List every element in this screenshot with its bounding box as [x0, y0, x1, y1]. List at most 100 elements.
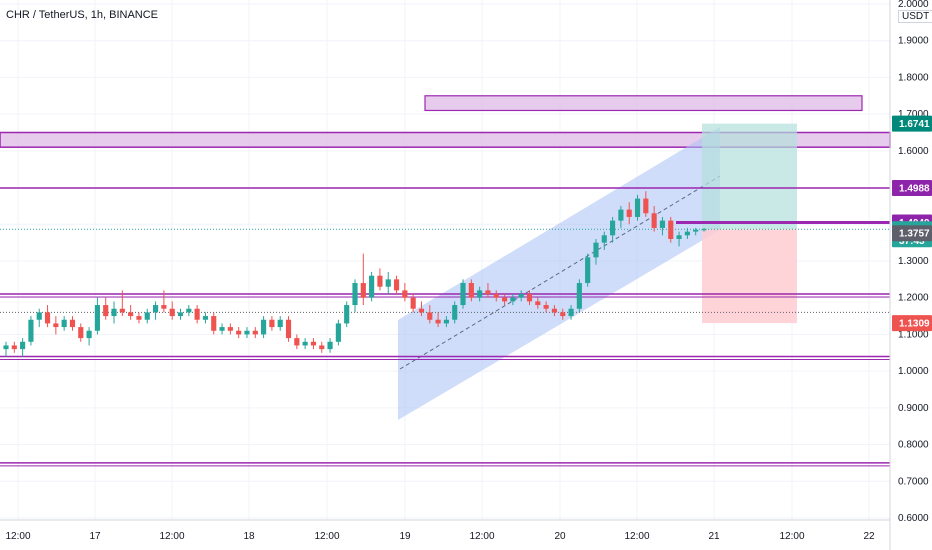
chart-title: CHR / TetherUS, 1h, BINANCE — [6, 9, 159, 21]
candle-body — [335, 323, 341, 342]
candle-body — [543, 305, 549, 309]
candle-body — [219, 327, 225, 331]
candle-body — [277, 319, 283, 328]
candle-body — [319, 345, 325, 350]
candle-body — [78, 327, 84, 339]
candle-body — [161, 305, 167, 309]
candle-body — [119, 308, 125, 313]
candle-body — [560, 312, 566, 317]
candle-body — [551, 308, 558, 313]
candle-body — [28, 319, 34, 342]
candle-body — [144, 312, 150, 320]
price-tick-label: 0.7000 — [898, 476, 929, 487]
price-tick-label: 1.1000 — [898, 329, 929, 340]
candle-body — [593, 242, 599, 258]
candle-body — [477, 290, 483, 298]
time-tick-label: 12:00 — [159, 531, 184, 542]
candle-body — [427, 312, 433, 320]
time-tick-label: 17 — [89, 531, 101, 542]
time-tick-label: 12:00 — [5, 531, 30, 542]
candle-body — [601, 235, 607, 243]
candle-body — [327, 341, 333, 350]
long-position-tool[interactable] — [676, 123, 890, 324]
time-tick-label: 21 — [708, 531, 720, 542]
candle-body — [435, 319, 441, 324]
candle-body — [643, 198, 649, 214]
candle-body — [186, 308, 192, 313]
candle-body — [310, 341, 317, 346]
candle-body — [518, 294, 524, 298]
price-tick-label: 1.7000 — [898, 109, 929, 120]
time-tick-label: 12:00 — [779, 531, 804, 542]
candle-body — [86, 330, 92, 339]
price-tag-box — [892, 180, 932, 197]
candle-body — [111, 308, 117, 317]
currency-label: USDT — [898, 10, 932, 23]
candle-body — [302, 341, 308, 346]
candle-body — [20, 341, 26, 350]
time-tick-label: 12:00 — [314, 531, 339, 542]
candle-body — [44, 312, 51, 324]
price-tick-label: 1.0000 — [898, 366, 929, 377]
position-stop-zone — [702, 229, 797, 324]
position-target-zone — [702, 123, 797, 230]
candle-body — [261, 319, 267, 335]
price-tag-label: 1.3757 — [899, 229, 930, 240]
candle-body — [535, 301, 541, 306]
candle-body — [568, 308, 574, 317]
price-tag-countdown: 37:43 — [899, 236, 925, 247]
candle-body — [352, 283, 358, 306]
candle-body — [136, 316, 142, 320]
candle-body — [634, 198, 641, 217]
candle-body — [344, 305, 350, 324]
price-tick-label: 0.9000 — [898, 403, 929, 414]
candle-body — [103, 305, 109, 317]
candle-body — [668, 220, 674, 239]
time-tick-label: 18 — [243, 531, 255, 542]
candle-body — [510, 297, 516, 302]
candle-body — [11, 345, 17, 350]
time-axis[interactable]: 12:00 17 12:00 18 12:00 19 12:00 20 12:00 21 12:00… — [0, 519, 890, 542]
time-tick-label: 20 — [554, 531, 566, 542]
candle-body — [202, 316, 209, 320]
price-tick-label: 1.6000 — [898, 146, 929, 157]
candles — [3, 191, 707, 357]
candle-body — [177, 312, 184, 317]
candle-body — [693, 229, 699, 232]
candle-body — [236, 330, 242, 335]
candle-body — [651, 213, 657, 228]
candle-body — [128, 312, 134, 317]
time-tick-label: 22 — [863, 531, 875, 542]
candle-body — [252, 330, 258, 335]
candle-body — [36, 312, 42, 320]
candle-body — [385, 279, 391, 287]
price-tick-label: 1.9000 — [898, 36, 929, 47]
candle-body — [443, 319, 449, 324]
candle-body — [676, 235, 682, 239]
candle-body — [468, 283, 474, 298]
candle-body — [501, 297, 508, 302]
candle-body — [402, 290, 408, 298]
candle-body — [585, 257, 591, 284]
candle-body — [526, 294, 533, 302]
price-tag-box — [892, 115, 932, 132]
time-tick-label: 12:00 — [469, 531, 494, 542]
price-axis[interactable]: 0.6000 0.7000 0.8000 0.9000 1.0000 1.1000 1.20… — [889, 0, 929, 550]
price-tick-label: 2.0000 — [898, 0, 929, 10]
candle-body — [377, 275, 383, 287]
candle-body — [227, 327, 233, 331]
horizontal-levels — [0, 187, 890, 467]
candle-body — [626, 209, 632, 217]
price-tick-label: 1.8000 — [898, 72, 929, 83]
candle-body — [684, 231, 690, 236]
price-tag-label: 1.1309 — [899, 319, 930, 330]
candle-body — [493, 294, 499, 298]
candle-body — [576, 283, 582, 309]
candle-body — [701, 229, 707, 231]
candle-body — [610, 220, 616, 236]
price-tick-label: 0.8000 — [898, 440, 929, 451]
price-tags: 1.67411.49881.40491.386437:431.37571.130… — [892, 115, 932, 332]
candle-body — [618, 209, 624, 221]
candle-body — [69, 319, 76, 328]
